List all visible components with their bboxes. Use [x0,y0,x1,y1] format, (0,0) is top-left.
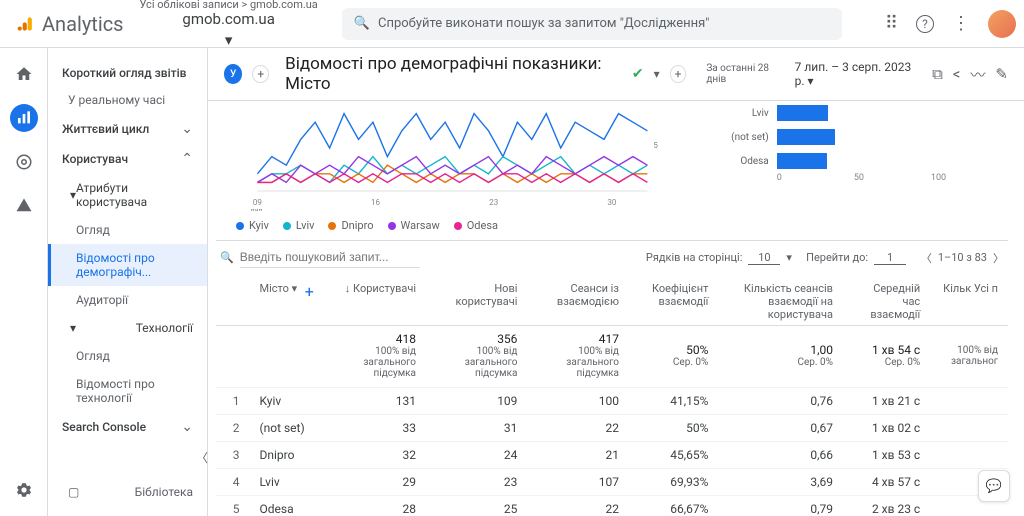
col-events[interactable]: Кільк Усі п [930,274,1008,326]
sidebar-item-user-attrs[interactable]: ▾ Атрибути користувача [48,174,207,216]
legend-item[interactable]: Odesa [454,219,498,232]
rows-per-page-label: Рядків на сторінці: [646,251,742,264]
svg-text:5: 5 [653,141,658,150]
insights-icon[interactable]: 〰 [970,64,985,85]
customize-icon[interactable]: ⧉ [932,65,943,83]
search-placeholder: Спробуйте виконати пошук за запитом "Дос… [378,16,709,31]
prev-page-icon[interactable]: 〈 [921,250,932,266]
nav-rail [0,48,48,516]
sidebar-title: Короткий огляд звітів [48,60,207,86]
col-new-users[interactable]: Нові користувачі [426,274,527,326]
brand-name: Analytics [42,12,124,36]
svg-text:09: 09 [253,198,262,207]
search-icon: 🔍 [220,251,234,264]
more-icon[interactable]: ⋮ [952,13,970,34]
col-sessions[interactable]: Сеанси із взаємодією [527,274,629,326]
rail-explore-icon[interactable] [10,148,38,176]
goto-input[interactable]: 1 [874,251,906,265]
search-bar[interactable]: 🔍 Спробуйте виконати пошук за запитом "Д… [342,8,842,40]
bar-row: Odesa [719,149,1008,173]
sidebar-section-lifecycle[interactable]: Життєвий цикл⌄ [48,114,207,144]
line-chart-svg: 09лип. 16 23 30 5 [216,101,679,211]
col-sessions-per-user[interactable]: Кількість сеансів взаємодії на користува… [718,274,843,326]
totals-row: 418100% від загального підсумка 356100% … [216,326,1008,388]
svg-text:23: 23 [489,198,498,207]
table-row[interactable]: 5 Odesa 282522 66,67%0,792 хв 23 с [216,496,1008,516]
table-row[interactable]: 4 Lviv 2923107 69,93%3,694 хв 57 с [216,469,1008,496]
chevron-down-icon: ⌄ [181,419,193,435]
table-search-input[interactable] [240,247,420,268]
legend-item[interactable]: Kyiv [236,219,269,232]
table-row[interactable]: 3 Dnipro 322421 45,65%0,661 хв 53 с [216,442,1008,469]
collapse-sidebar-icon[interactable]: 〈 [196,449,208,466]
table-row[interactable]: 1 Kyiv 131109100 41,15%0,761 хв 21 с [216,388,1008,415]
sidebar-item-library[interactable]: ▢ Бібліотека [48,478,207,506]
sidebar-item-realtime[interactable]: У реальному часі [48,86,207,114]
data-table: Місто ▾ + ↓ Користувачі Нові користувачі… [216,274,1008,516]
next-page-icon[interactable]: 〉 [993,250,1004,266]
sidebar-item-audiences[interactable]: Аудиторії [48,286,207,314]
help-icon[interactable]: ? [916,15,934,33]
add-dimension-icon[interactable]: + [305,282,314,301]
table-row[interactable]: 2 (not set) 333122 50%0,671 хв 02 с [216,415,1008,442]
logo[interactable]: Analytics [16,12,124,36]
avatar[interactable] [988,10,1016,38]
chevron-up-icon: ⌃ [181,151,193,167]
svg-text:лип.: лип. [250,207,264,211]
chart-legend: Kyiv Lviv Dnipro Warsaw Odesa [216,215,679,240]
sidebar-item-demographics[interactable]: Відомості про демографіч... [48,244,207,286]
sidebar-item-technology[interactable]: ▾ Технології [48,314,207,342]
report-header: У + Відомості про демографічні показники… [208,48,1024,101]
col-city[interactable]: Місто ▾ + [250,274,324,326]
col-users[interactable]: ↓ Користувачі [324,274,426,326]
user-segment-badge[interactable]: У [224,64,242,84]
analytics-logo-icon [16,14,36,34]
feedback-fab[interactable]: 💬 [978,470,1010,502]
sidebar: Короткий огляд звітів У реальному часі Ж… [48,48,208,516]
date-range[interactable]: 7 лип. – 3 серп. 2023 р. ▾ [795,60,922,88]
chevron-down-icon: ▾ [225,32,233,49]
page-range: 1–10 з 83 [938,251,987,264]
account-breadcrumb: Усі облікові записи > gmob.com.ua [140,0,318,11]
sidebar-item-tech-details[interactable]: Відомості про технології [48,370,207,412]
svg-text:16: 16 [371,198,380,207]
col-avg-time[interactable]: Середній час взаємодії [843,274,930,326]
chevron-down-icon: ⌄ [181,121,193,137]
legend-item[interactable]: Lviv [283,219,315,232]
rail-ads-icon[interactable] [10,192,38,220]
add-comparison-button[interactable]: + [252,65,269,83]
share-icon[interactable]: < [953,65,961,83]
sidebar-section-user[interactable]: Користувач⌃ [48,144,207,174]
property-selector[interactable]: Усі облікові записи > gmob.com.ua gmob.c… [140,0,318,48]
apps-icon[interactable]: ⠿ [885,13,898,34]
rows-per-page-select[interactable]: 10 [748,251,780,265]
legend-item[interactable]: Dnipro [328,219,373,232]
rail-home-icon[interactable] [10,60,38,88]
bar-row: Lviv [719,101,1008,125]
rail-reports-icon[interactable] [10,104,38,132]
sidebar-item-tech-overview[interactable]: Огляд [48,342,207,370]
date-label: За останні 28 днів [706,63,784,85]
search-icon: 🔍 [354,16,370,31]
main-content: У + Відомості про демографічні показники… [208,48,1024,516]
goto-label: Перейти до: [806,251,868,264]
add-filter-button[interactable]: + [670,65,687,83]
sidebar-item-overview[interactable]: Огляд [48,216,207,244]
verified-icon: ✔ [632,66,644,82]
edit-icon[interactable]: ✎ [995,65,1008,83]
col-engage-rate[interactable]: Коефіцієнт взаємодії [629,274,718,326]
rail-settings-icon[interactable] [10,476,38,504]
svg-text:30: 30 [607,198,616,207]
topbar: Analytics Усі облікові записи > gmob.com… [0,0,1024,48]
sidebar-section-search-console[interactable]: Search Console⌄ [48,412,207,442]
bar-chart: Lviv(not set)Odesa 050100 [699,101,1008,240]
page-title: Відомості про демографічні показники: Мі… [285,54,622,94]
dropdown-icon[interactable]: ▾ [654,67,660,81]
line-chart: 09лип. 16 23 30 5 Kyiv Lviv Dnipro Warsaw Odesa [216,101,679,240]
bar-row: (not set) [719,125,1008,149]
legend-item[interactable]: Warsaw [388,219,440,232]
table-controls: 🔍 Рядків на сторінці: 10▾ Перейти до: 1 … [216,240,1008,274]
property-name: gmob.com.ua [182,11,274,28]
